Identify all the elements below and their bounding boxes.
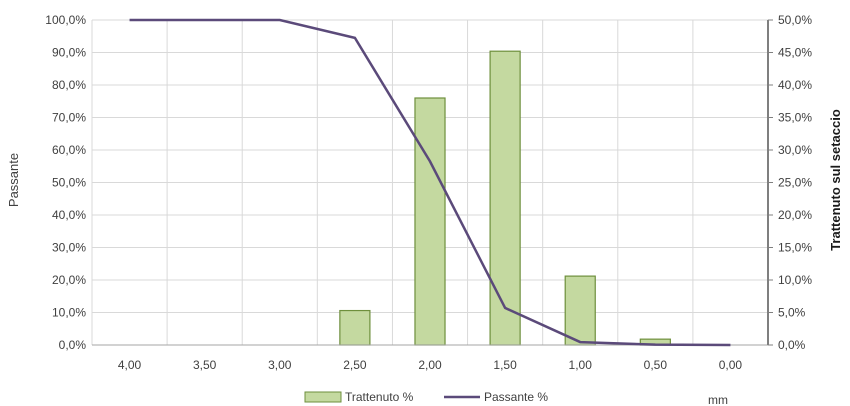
bars-trattenuto bbox=[339, 50, 671, 346]
bar-trattenuto bbox=[414, 97, 446, 346]
x-tick-label: 3,50 bbox=[193, 358, 217, 372]
y-tick-left-label: 100,0% bbox=[45, 13, 86, 27]
y-tick-right-label: 40,0% bbox=[778, 78, 812, 92]
x-axis-unit-label: mm bbox=[708, 393, 728, 406]
x-tick-label: 2,50 bbox=[343, 358, 367, 372]
x-tick-label: 1,50 bbox=[493, 358, 517, 372]
y-tick-left-label: 10,0% bbox=[52, 306, 86, 320]
legend: Trattenuto % Passante % bbox=[304, 390, 548, 404]
y-axis-left-ticks: 0,0% 10,0% 20,0% 30,0% 40,0% 50,0% 60,0% 70,0% 8… bbox=[45, 13, 86, 352]
x-tick-label: 4,00 bbox=[118, 358, 142, 372]
y-tick-left-label: 80,0% bbox=[52, 78, 86, 92]
y-tick-right-label: 15,0% bbox=[778, 241, 812, 255]
y-tick-right-label: 35,0% bbox=[778, 111, 812, 125]
legend-label-trattenuto: Trattenuto % bbox=[345, 390, 414, 404]
y-tick-left-label: 40,0% bbox=[52, 208, 86, 222]
y-tick-right-label: 5,0% bbox=[778, 306, 806, 320]
bar-trattenuto bbox=[564, 275, 596, 346]
y-tick-right-label: 30,0% bbox=[778, 143, 812, 157]
x-tick-label: 3,00 bbox=[268, 358, 292, 372]
y-tick-left-label: 50,0% bbox=[52, 176, 86, 190]
x-tick-label: 0,00 bbox=[719, 358, 743, 372]
y-tick-right-label: 25,0% bbox=[778, 176, 812, 190]
y-tick-right-label: 50,0% bbox=[778, 13, 812, 27]
x-tick-label: 2,00 bbox=[418, 358, 442, 372]
y-tick-left-label: 70,0% bbox=[52, 111, 86, 125]
y-tick-left-label: 0,0% bbox=[59, 338, 87, 352]
bar-trattenuto bbox=[339, 309, 371, 346]
y-tick-right-label: 0,0% bbox=[778, 338, 806, 352]
y-axis-left-label: Passante bbox=[6, 153, 21, 207]
y-tick-left-label: 20,0% bbox=[52, 273, 86, 287]
x-tick-label: 1,00 bbox=[569, 358, 593, 372]
line-passante bbox=[129, 18, 731, 347]
y-tick-right-label: 10,0% bbox=[778, 273, 812, 287]
y-tick-right-label: 20,0% bbox=[778, 208, 812, 222]
y-tick-left-label: 30,0% bbox=[52, 241, 86, 255]
legend-label-passante: Passante % bbox=[484, 390, 548, 404]
y-axis-right-label: Trattenuto sul setaccio bbox=[828, 109, 843, 251]
y-tick-left-label: 90,0% bbox=[52, 46, 86, 60]
x-tick-label: 0,50 bbox=[644, 358, 668, 372]
y-tick-left-label: 60,0% bbox=[52, 143, 86, 157]
bar-trattenuto bbox=[489, 50, 521, 346]
y-axis-right-ticks: 0,0% 5,0% 10,0% 15,0% 20,0% 25,0% 30,0% 35,0% 40… bbox=[768, 13, 812, 352]
legend-swatch-trattenuto bbox=[304, 391, 342, 403]
y-tick-right-label: 45,0% bbox=[778, 46, 812, 60]
x-axis-ticks: 4,00 3,50 3,00 2,50 2,00 1,50 1,00 0,50 0,00 bbox=[118, 358, 743, 372]
